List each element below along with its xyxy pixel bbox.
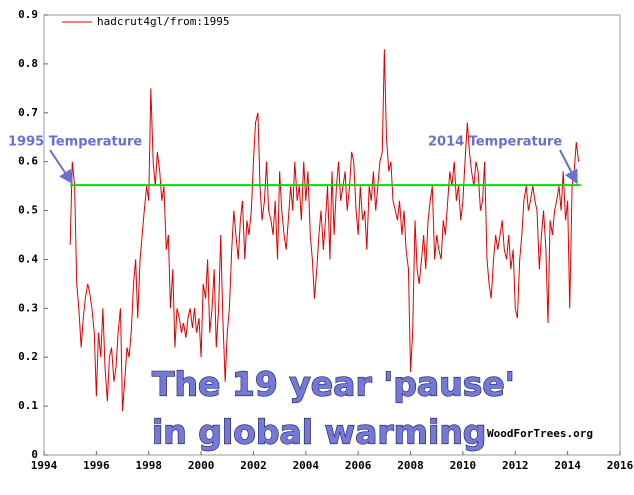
y-tick-label: 0.9: [18, 8, 38, 21]
x-tick-label: 2012: [502, 459, 529, 472]
legend-label: hadcrut4gl/from:1995: [97, 15, 229, 28]
y-tick-label: 0.7: [18, 106, 38, 119]
headline: The 19 year 'pause': [152, 365, 515, 404]
x-tick-label: 2006: [345, 459, 372, 472]
headline: in global warming: [152, 413, 486, 452]
x-tick-label: 2002: [240, 459, 267, 472]
x-tick-label: 1994: [31, 459, 58, 472]
x-tick-label: 1998: [135, 459, 162, 472]
y-tick-label: 0.4: [18, 252, 38, 265]
y-tick-label: 0.8: [18, 57, 38, 70]
y-tick-label: 0.1: [18, 399, 38, 412]
annotation: 2014 Temperature: [428, 135, 562, 150]
x-tick-label: 1996: [83, 459, 110, 472]
y-tick-label: 0.6: [18, 155, 38, 168]
y-tick-label: 0.2: [18, 350, 38, 363]
x-tick-label: 2008: [397, 459, 424, 472]
x-tick-label: 2010: [450, 459, 477, 472]
credit: WoodForTrees.org: [487, 427, 593, 440]
x-tick-label: 2014: [554, 459, 581, 472]
data-line: [69, 49, 580, 412]
annotation: 1995 Temperature: [8, 135, 142, 150]
arrow: [49, 149, 73, 185]
plot-area: [43, 14, 621, 456]
arrow: [559, 149, 578, 185]
x-tick-label: 2016: [607, 459, 634, 472]
x-tick-label: 2004: [293, 459, 320, 472]
y-tick-label: 0: [31, 448, 38, 461]
y-tick-label: 0.3: [18, 301, 38, 314]
y-tick-label: 0.5: [18, 204, 38, 217]
x-tick-label: 2000: [188, 459, 215, 472]
